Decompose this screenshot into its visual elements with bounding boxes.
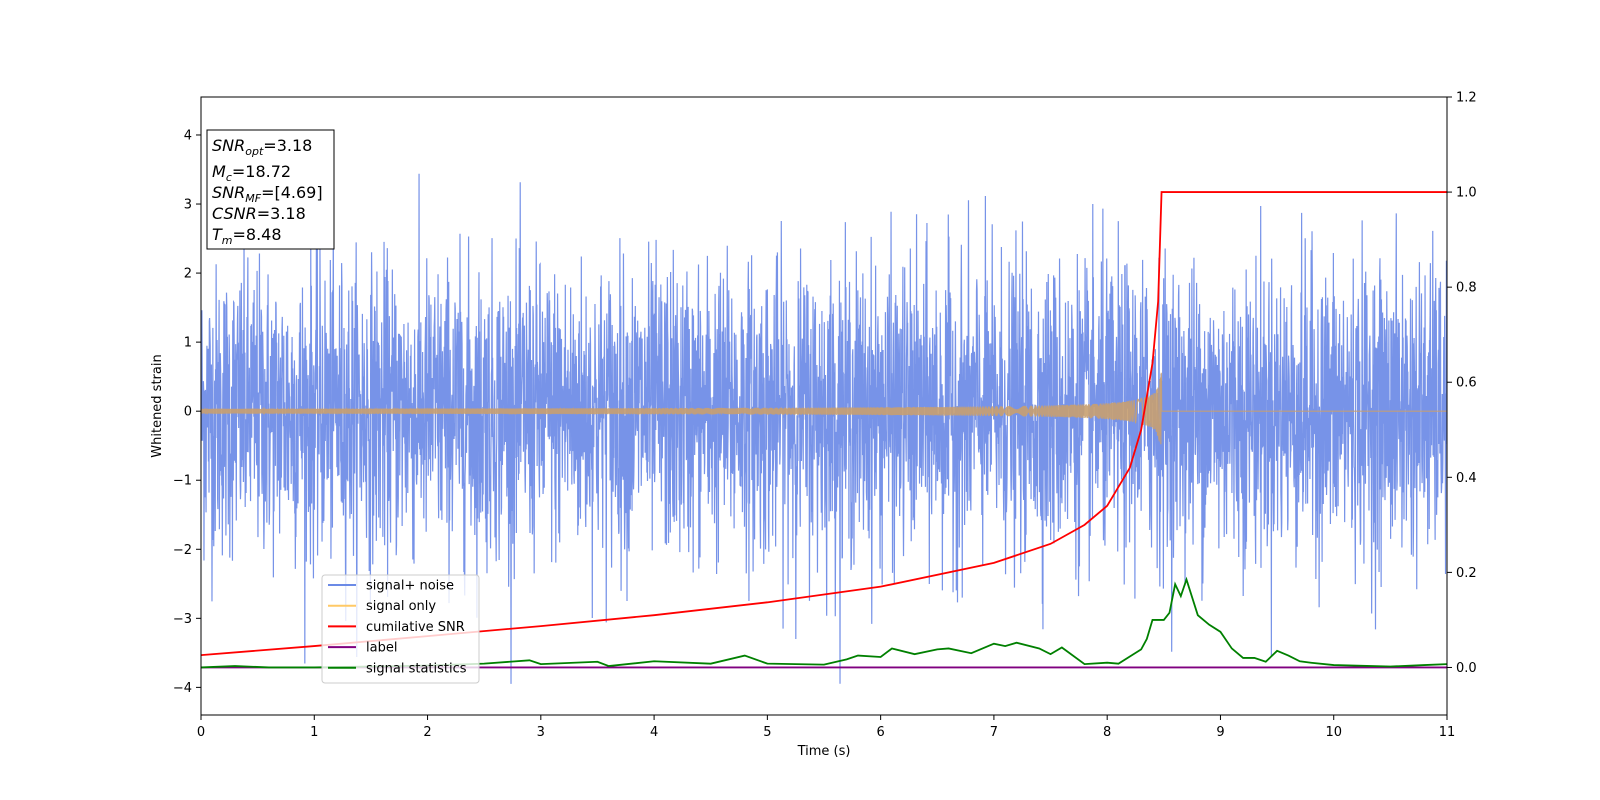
legend-label: signal+ noise bbox=[366, 579, 454, 594]
series-signal-noise bbox=[201, 173, 1447, 684]
info-line: Tm=8.48 bbox=[212, 225, 282, 247]
x-tick-label: 5 bbox=[763, 725, 771, 740]
plot-frame bbox=[200, 96, 1448, 716]
y-axis-left: −4 −3 −2 −1 0 1 2 3 4 bbox=[173, 128, 201, 696]
x-axis: 0 1 2 3 4 5 6 7 8 9 10 11 bbox=[197, 715, 1455, 740]
legend-label: label bbox=[366, 641, 397, 656]
x-tick-label: 4 bbox=[650, 725, 658, 740]
x-tick-label: 7 bbox=[990, 725, 998, 740]
x-tick-label: 9 bbox=[1216, 725, 1224, 740]
y-right-tick-label: 0.6 bbox=[1456, 376, 1477, 391]
series-signal-statistics bbox=[201, 576, 1447, 669]
y-right-tick-label: 0.8 bbox=[1456, 281, 1477, 296]
info-box-frame bbox=[206, 129, 335, 250]
y-right-tick-label: 0.2 bbox=[1456, 566, 1477, 581]
y-left-tick-label: −2 bbox=[173, 543, 192, 558]
x-tick-label: 3 bbox=[537, 725, 545, 740]
y-left-tick-label: 1 bbox=[184, 336, 192, 351]
x-tick-label: 11 bbox=[1439, 725, 1456, 740]
x-tick-label: 10 bbox=[1325, 725, 1342, 740]
y-left-tick-label: −1 bbox=[173, 474, 192, 489]
x-tick-label: 1 bbox=[310, 725, 318, 740]
y-left-tick-label: −4 bbox=[173, 681, 192, 696]
info-line: CSNR=3.18 bbox=[212, 204, 306, 223]
y-left-tick-label: 0 bbox=[184, 405, 192, 420]
x-tick-label: 8 bbox=[1103, 725, 1111, 740]
y-left-tick-label: 4 bbox=[184, 128, 192, 143]
info-line: SNRMF=[4.69] bbox=[212, 183, 323, 205]
info-line: Mc=18.72 bbox=[212, 162, 291, 184]
y-left-tick-label: −3 bbox=[173, 612, 192, 627]
x-tick-label: 2 bbox=[423, 725, 431, 740]
info-box: SNRopt=3.18 Mc=18.72SNRMF=[4.69]CSNR=3.18… bbox=[206, 129, 335, 250]
x-axis-label: Time (s) bbox=[797, 744, 851, 759]
y-axis-right: 0.0 0.2 0.4 0.6 0.8 1.0 1.2 bbox=[1447, 91, 1477, 676]
legend-label: signal statistics bbox=[366, 661, 467, 676]
info-line: SNRopt=3.18 bbox=[212, 136, 312, 158]
y-right-tick-label: 1.0 bbox=[1456, 186, 1477, 201]
series-signal-only bbox=[201, 372, 1447, 445]
legend: signal+ noise signal only cumilative SNR la… bbox=[321, 574, 480, 684]
y-right-tick-label: 1.2 bbox=[1456, 91, 1477, 106]
legend-frame bbox=[321, 574, 480, 684]
series-cumulative-snr bbox=[201, 191, 1447, 656]
y-left-tick-label: 3 bbox=[184, 198, 192, 213]
x-tick-label: 0 bbox=[197, 725, 205, 740]
y-right-tick-label: 0.4 bbox=[1456, 471, 1477, 486]
legend-label: cumilative SNR bbox=[366, 620, 465, 635]
y-right-tick-label: 0.0 bbox=[1456, 661, 1477, 676]
x-tick-label: 6 bbox=[876, 725, 884, 740]
y-left-tick-label: 2 bbox=[184, 267, 192, 282]
legend-label: signal only bbox=[366, 599, 436, 614]
y-axis-label: Whitened strain bbox=[150, 354, 165, 457]
